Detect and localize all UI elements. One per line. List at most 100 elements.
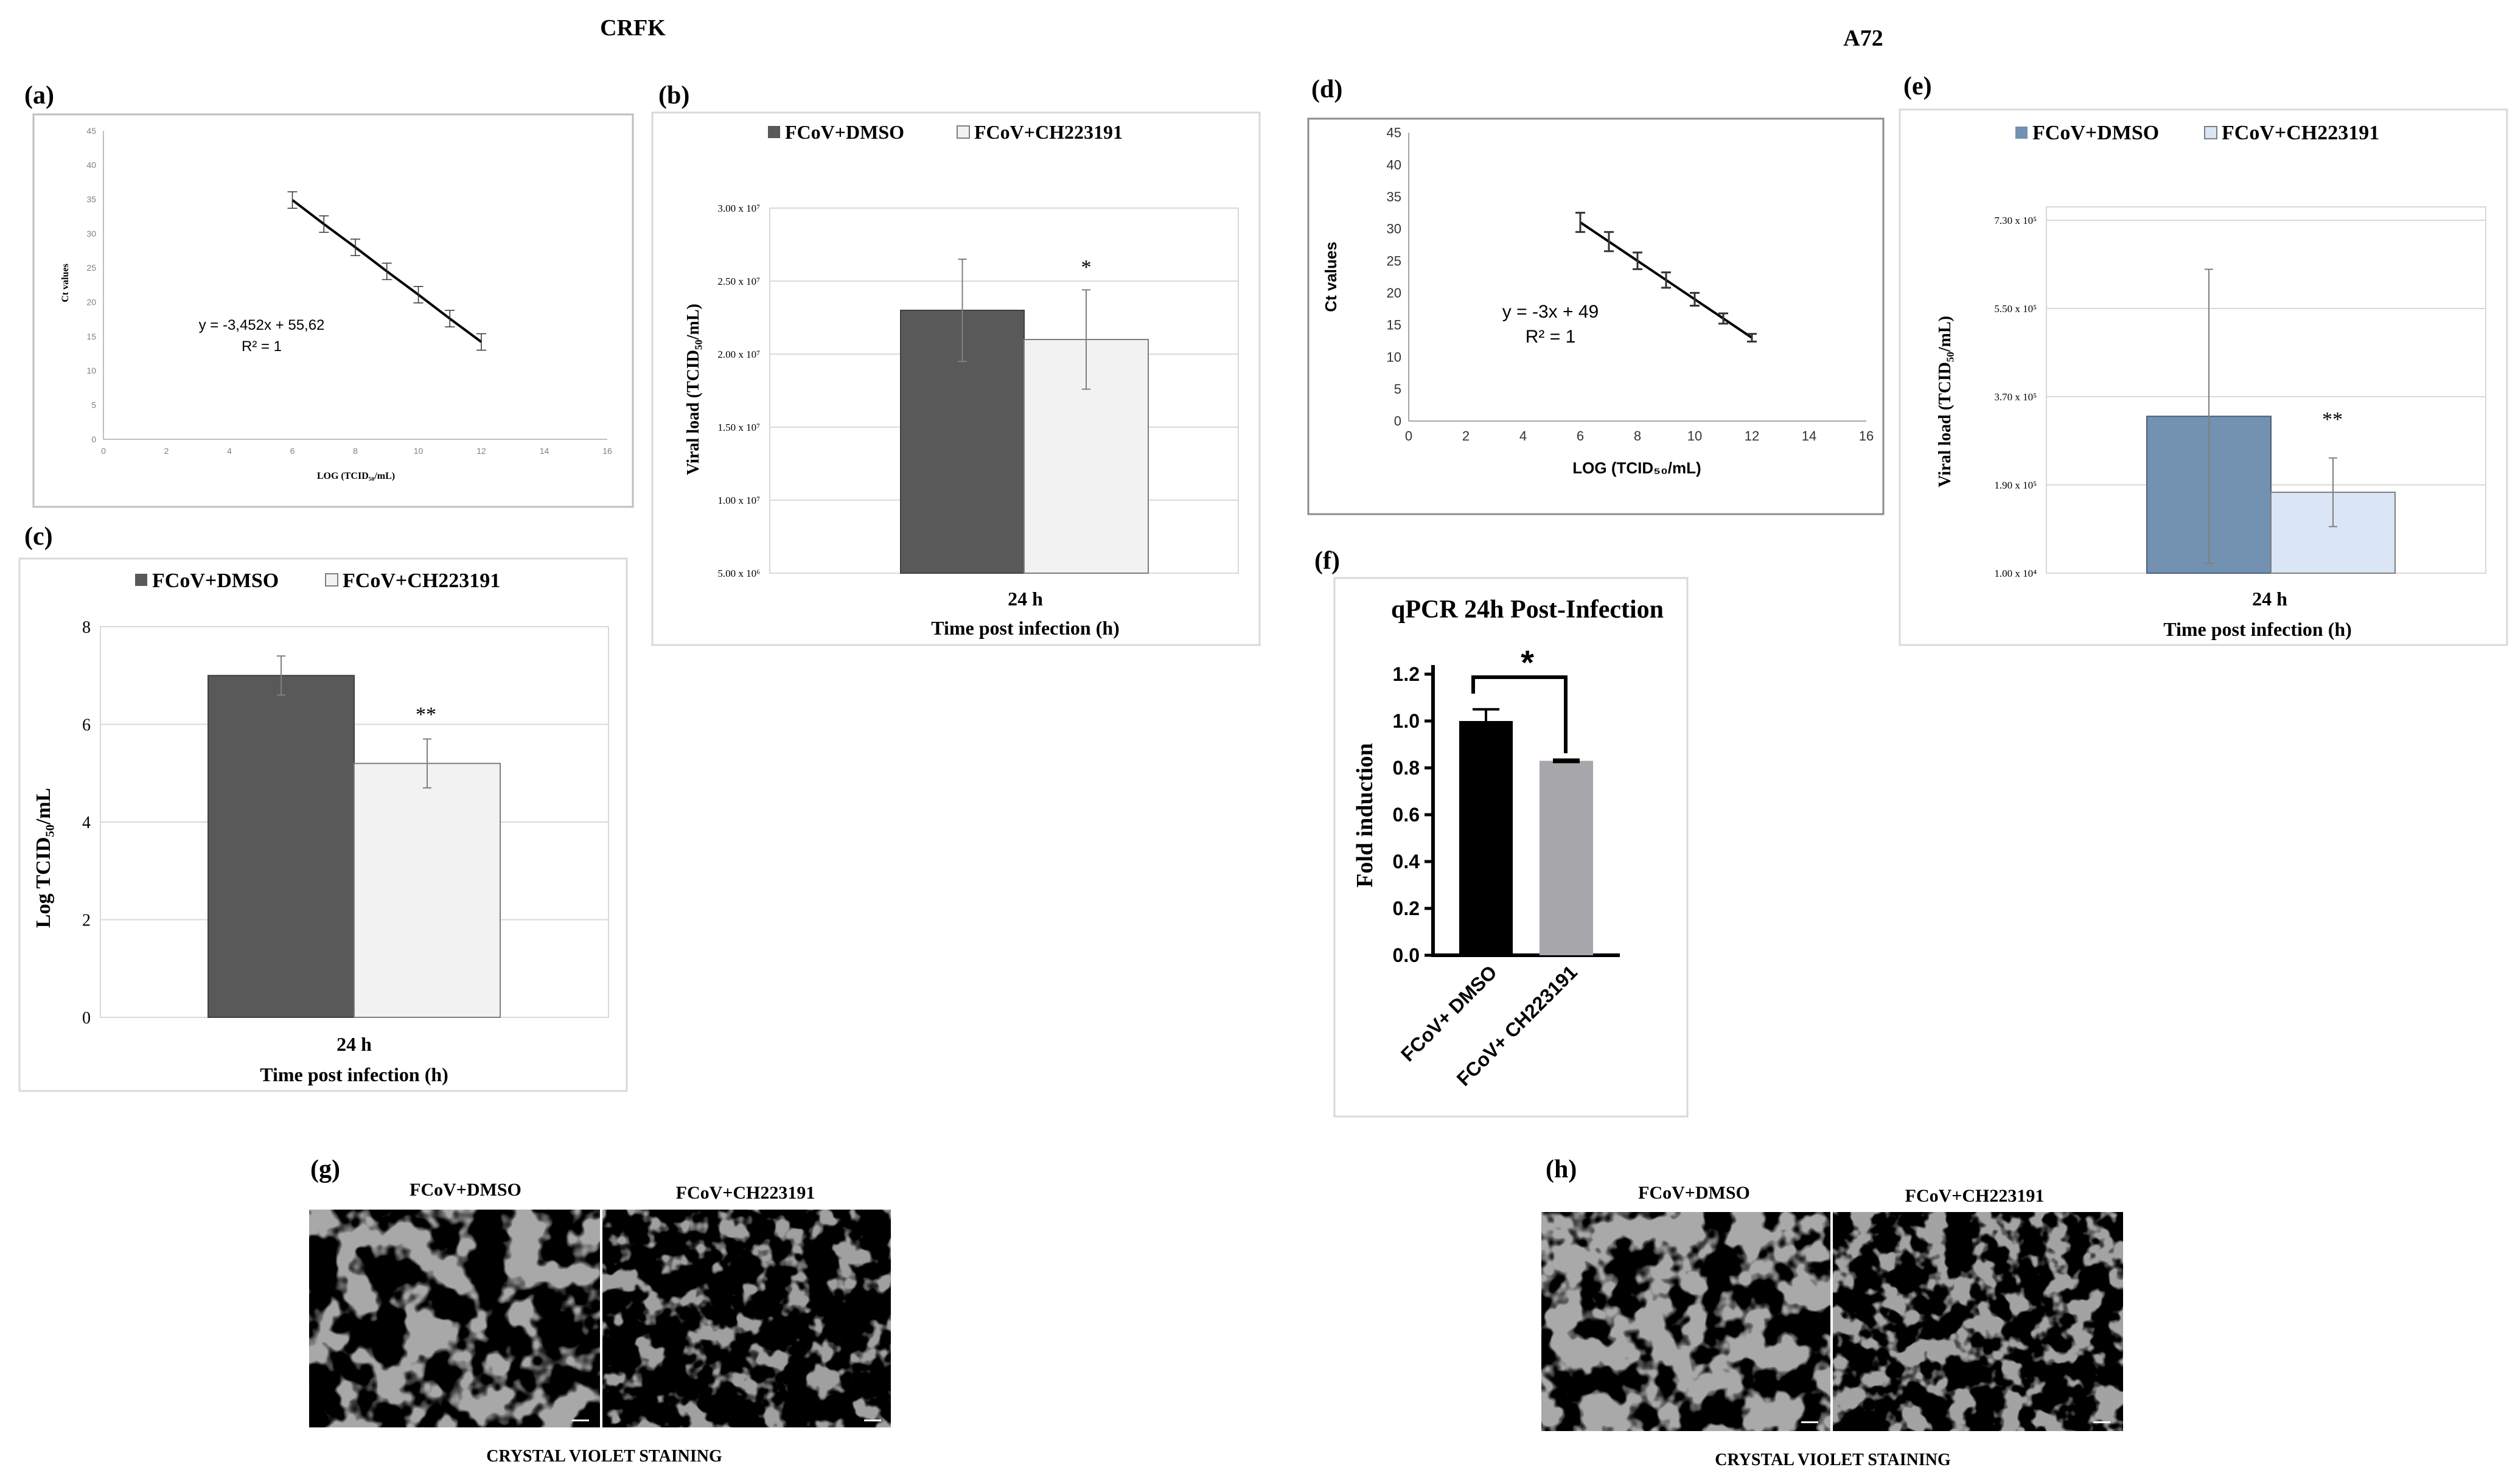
chart-d-equation: y = -3x + 49 [1502,302,1599,322]
chart-a-ytick-30: 30 [86,229,96,239]
chart-d-ylabel: Ct values [1322,242,1340,312]
chart-d-ytick-20: 20 [1387,285,1401,301]
panel-d-frame [1307,117,1885,515]
h-footer: CRYSTAL VIOLET STAINING [1715,1451,1951,1469]
chart-a-point-6 [287,191,298,209]
chart-a-xtick-10: 10 [414,446,424,456]
legend-e-ch-swatch [2204,126,2217,139]
chart-a-equation: y = -3,452x + 55,62 [199,317,325,333]
chart-c-ytick-3: 6 [82,716,91,734]
group-title-a72: A72 [1843,26,1883,51]
chart-a-ytick-5: 5 [91,400,96,410]
legend-b-dmso-label: FCoV+DMSO [785,121,904,143]
chart-c-ytick-1: 2 [82,911,91,930]
chart-f-significance-bracket [1471,675,1568,753]
legend-e-dmso-label: FCoV+DMSO [2032,122,2159,144]
panel-label-a: (a) [24,82,54,110]
chart-b: FCoV+DMSO FCoV+CH223191 5.00 x 10⁶ 1.00 x… [684,121,1239,639]
chart-f-error-ch223191 [1553,758,1580,764]
chart-f-ytick-0.2: 0.2 [1393,897,1420,919]
chart-a-ytick-10: 10 [86,366,96,375]
chart-c-error-ch223191 [423,738,431,789]
chart-b-ytick-0: 5.00 x 10⁶ [717,568,760,579]
chart-f-significance-star: * [1521,643,1534,681]
chart-a-xtick-0: 0 [101,446,106,456]
g-footer: CRYSTAL VIOLET STAINING [486,1447,722,1466]
chart-a: 0 2 4 6 8 10 12 14 16 0 5 10 15 20 25 30 35 40 45 y = -3,4… [60,126,612,481]
chart-b-error-ch223191 [1082,289,1090,390]
chart-a-xtick-12: 12 [476,446,486,456]
chart-d-xtick-16: 16 [1859,428,1874,444]
chart-e-ytick-0: 1.00 x 10⁴ [1994,568,2037,579]
chart-d-ytick-30: 30 [1387,221,1401,237]
chart-e-ytick-4: 7.30 x 10⁵ [1994,215,2037,226]
legend-c-ch-label: FCoV+CH223191 [343,570,500,592]
chart-f-ylabel: Fold induction [1352,743,1378,888]
chart-d-xtick-10: 10 [1687,428,1702,444]
chart-d-point-7 [1604,231,1614,253]
chart-f-ytick-0.0: 0.0 [1393,944,1420,966]
chart-c-ytick-4: 8 [82,618,91,637]
chart-a-ytick-35: 35 [86,195,96,204]
g-left-caption: FCoV+DMSO [410,1180,521,1200]
chart-d-xtick-0: 0 [1405,428,1412,444]
panel-label-f: (f) [1314,547,1340,575]
chart-a-point-9 [382,262,392,280]
chart-d-r2: R² = 1 [1526,327,1576,347]
legend-e-dmso-swatch [2015,127,2028,139]
chart-d-xtick-14: 14 [1802,428,1816,444]
legend-b-ch-swatch [957,125,970,139]
chart-a-point-8 [350,239,360,256]
chart-a-point-7 [319,215,329,233]
chart-d-ytick-15: 15 [1387,318,1401,333]
legend-c-ch-swatch [325,573,338,587]
chart-a-ytick-20: 20 [86,298,96,307]
panel-label-h: (h) [1546,1155,1577,1183]
chart-e-ylabel: Viral load (TCID₅₀/mL) [1936,316,1955,487]
chart-c-bar-ch223191 [354,762,501,1018]
chart-b-xlabel: Time post infection (h) [931,617,1120,639]
chart-f-ytick-0.8: 0.8 [1393,757,1420,779]
chart-f-bar-dmso [1459,721,1513,955]
chart-c-ytick-2: 4 [82,813,91,832]
chart-f-ytick-0.6: 0.6 [1393,804,1420,826]
chart-a-ylabel: Ct values [60,263,71,302]
chart-a-point-11 [445,310,455,327]
chart-d-point-6 [1575,212,1585,233]
chart-d-xtick-2: 2 [1462,428,1470,444]
chart-d: 0 2 4 6 8 10 12 14 16 0 5 10 15 20 25 30 35 40 45 y = -3x … [1322,125,1874,477]
panel-label-c: (c) [24,523,53,551]
chart-d-xlabel: LOG (TCID₅₀/mL) [1572,459,1701,477]
chart-a-xtick-16: 16 [602,446,612,456]
h-ch223191-micrograph [1833,1212,2123,1431]
chart-b-significance: * [1081,256,1092,279]
chart-d-ytick-25: 25 [1387,253,1401,268]
chart-c-significance: ** [416,703,436,726]
chart-c-ytick-0: 0 [82,1009,91,1028]
chart-d-ytick-10: 10 [1387,349,1401,364]
panel-label-e: (e) [1903,72,1932,100]
chart-c-xlabel: Time post infection (h) [260,1064,448,1085]
chart-f-bar-ch223191 [1540,761,1593,955]
panel-a-frame [32,113,634,508]
chart-d-point-10 [1690,291,1700,307]
chart-c: FCoV+DMSO FCoV+CH223191 0 2 4 6 8 ** 24 h Tim… [32,570,609,1085]
chart-b-error-dmso [958,259,967,362]
chart-c-error-dmso [277,655,285,696]
chart-d-ytick-35: 35 [1387,189,1401,204]
chart-a-xlabel: LOG (TCID₅₀/mL) [317,471,395,481]
chart-e-error-dmso [2205,268,2213,564]
chart-d-point-12 [1747,333,1757,343]
chart-b-ytick-2: 1.50 x 10⁷ [717,422,760,433]
legend-c-dmso-label: FCoV+DMSO [152,570,279,592]
chart-a-xtick-4: 4 [227,446,232,456]
chart-e-category: 24 h [2252,588,2287,610]
g-dmso-micrograph [309,1210,600,1427]
panel-label-d: (d) [1311,75,1342,103]
chart-a-ytick-40: 40 [86,160,96,170]
h-dmso-micrograph [1541,1212,1830,1431]
chart-e-ytick-3: 5.50 x 10⁵ [1994,303,2037,315]
microscopy-panel-h: FCoV+DMSO FCoV+CH223191 CRYSTAL VIOLET S… [1541,1183,2123,1469]
chart-a-xtick-6: 6 [290,446,295,456]
chart-d-ytick-0: 0 [1394,414,1401,429]
